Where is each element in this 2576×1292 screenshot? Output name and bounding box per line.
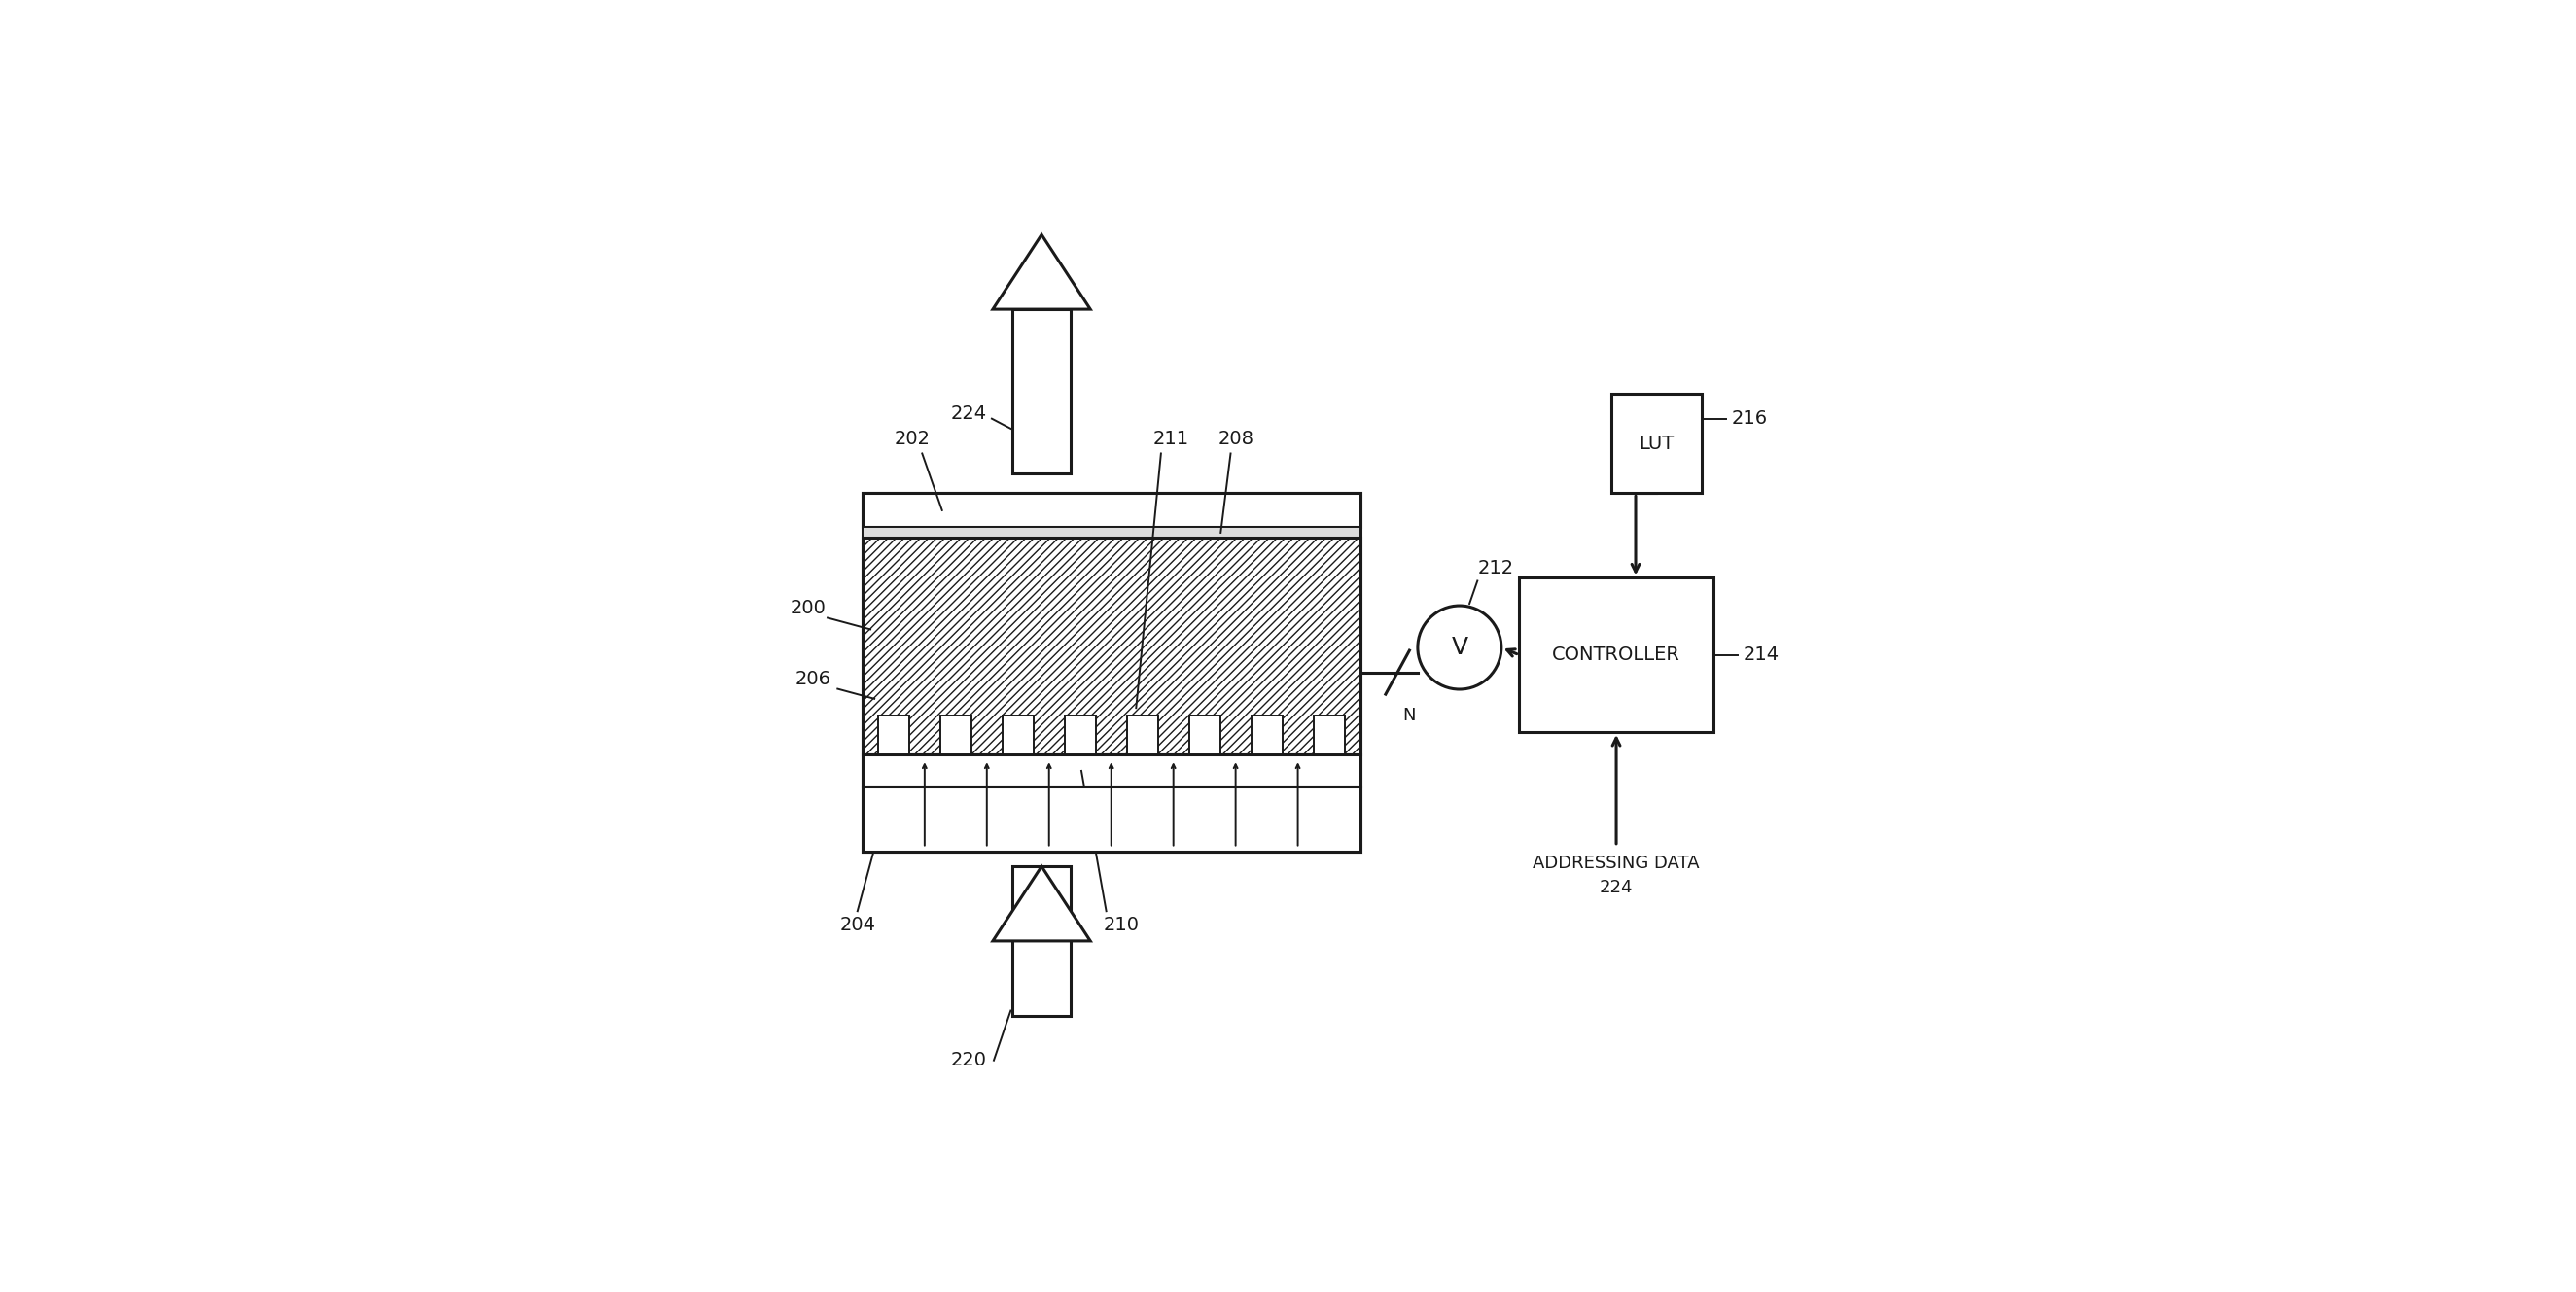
Text: 200: 200 (791, 598, 827, 618)
Text: 202: 202 (894, 430, 930, 448)
Bar (1002, 716, 1033, 755)
Text: 206: 206 (793, 669, 829, 689)
Text: ADDRESSING DATA
224: ADDRESSING DATA 224 (1533, 854, 1700, 897)
Circle shape (1417, 606, 1502, 689)
Text: LUT: LUT (1638, 434, 1674, 452)
Text: 208: 208 (1218, 430, 1255, 448)
Bar (1064, 716, 1095, 755)
Text: 224: 224 (951, 404, 987, 422)
Polygon shape (992, 867, 1090, 941)
Bar (878, 716, 909, 755)
Bar (1520, 578, 1713, 733)
Bar (863, 787, 1360, 851)
Bar (940, 716, 971, 755)
Bar (863, 527, 1360, 537)
Text: 216: 216 (1731, 410, 1767, 428)
Bar (1252, 716, 1283, 755)
Text: 204: 204 (840, 916, 876, 934)
Bar (1126, 716, 1157, 755)
Bar (1613, 394, 1700, 494)
Text: 211: 211 (1154, 430, 1190, 448)
Text: V: V (1450, 636, 1468, 659)
Text: N: N (1401, 707, 1417, 725)
Bar (1190, 716, 1221, 755)
Text: 220: 220 (951, 1052, 987, 1070)
Text: 214: 214 (1744, 646, 1780, 664)
Bar (863, 494, 1360, 527)
Text: CONTROLLER: CONTROLLER (1553, 646, 1680, 664)
Bar (863, 494, 1360, 851)
Bar (863, 755, 1360, 787)
Text: 212: 212 (1479, 559, 1515, 578)
Text: 210: 210 (1103, 916, 1139, 934)
Bar (1314, 716, 1345, 755)
Bar (863, 537, 1360, 755)
Polygon shape (992, 235, 1090, 309)
Bar (1012, 867, 1072, 1016)
Bar (1012, 309, 1072, 473)
